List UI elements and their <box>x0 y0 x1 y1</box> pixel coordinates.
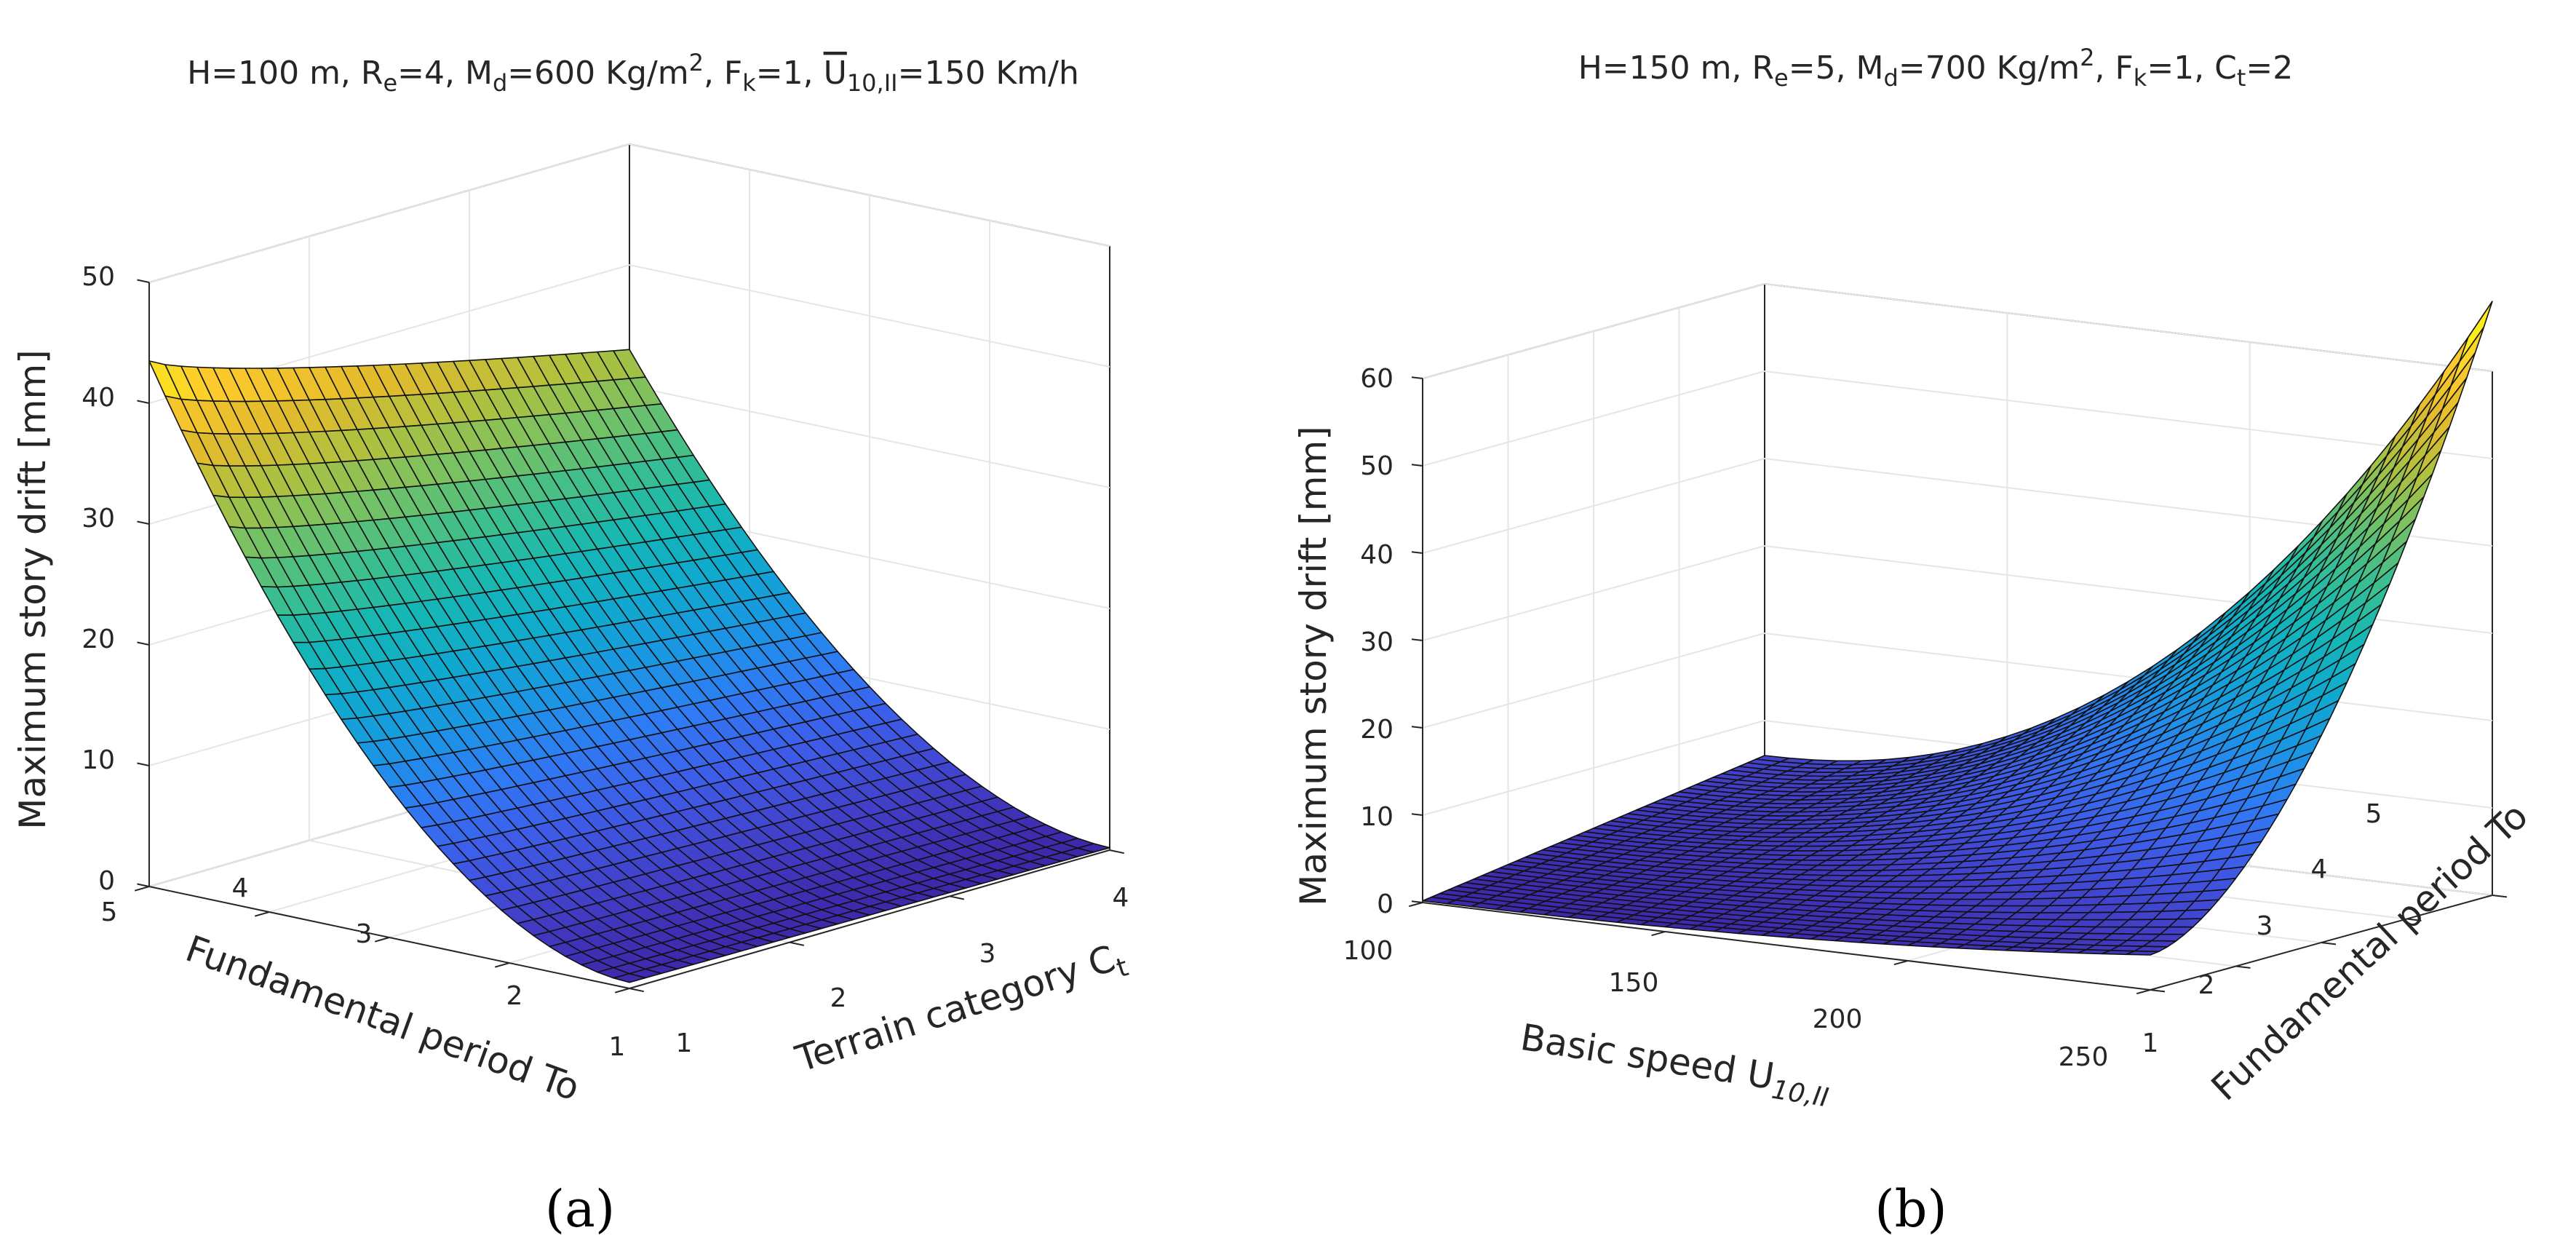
chart-a-z-label: Maximum story drift [mm] <box>12 349 54 829</box>
panel-label-b: (b) <box>1875 1179 1947 1239</box>
chart-a-tick-mark <box>949 895 965 900</box>
chart-a-tick-mark <box>137 762 150 766</box>
chart-a-tick-mark <box>614 988 630 994</box>
chart-a-tick-mark <box>137 641 150 646</box>
chart-a-z-tick: 30 <box>82 504 115 534</box>
chart-a-ticks <box>134 279 1125 994</box>
chart-b-surface-patch <box>1755 755 1790 763</box>
chart-a-z-tick: 40 <box>82 383 115 413</box>
chart-b-y-tick: 3 <box>2257 911 2273 941</box>
chart-a-axis-line <box>629 849 1110 989</box>
chart-b-z-tick: 30 <box>1360 627 1394 657</box>
chart-a-y-tick: 3 <box>979 939 996 969</box>
chart-b-axis-line <box>1422 902 2151 991</box>
chart-a-tick-mark <box>134 886 150 892</box>
chart-b-tick-mark <box>1893 960 1908 966</box>
chart-b-tick-mark <box>2235 965 2251 969</box>
chart-b-tick-mark <box>2150 989 2166 993</box>
chart-b-z-tick: 0 <box>1377 889 1394 919</box>
chart-b-tick-mark <box>1411 726 1423 729</box>
chart-a-x-tick: 4 <box>232 873 249 903</box>
chart-b-x-tick: 250 <box>2059 1042 2109 1072</box>
chart-b-surface-patch <box>2459 301 2493 362</box>
chart-a-tick-mark <box>494 962 510 968</box>
chart-a-z-tick: 10 <box>82 745 115 775</box>
chart-b-z-tick: 40 <box>1360 540 1394 570</box>
chart-a-x-tick: 2 <box>506 981 523 1011</box>
chart-a-tick-mark <box>137 520 150 525</box>
chart-b: H=150 m, Re=5, Md=700 Kg/m2, Fk=1, Ct=2 … <box>1292 44 2536 1239</box>
chart-b-tick-mark <box>1408 902 1423 908</box>
chart-b-tick-mark <box>1411 813 1423 816</box>
chart-a-x-tick: 1 <box>609 1032 626 1062</box>
chart-a-z-tick: 20 <box>82 624 115 654</box>
chart-b-tick-mark <box>2321 942 2337 945</box>
chart-a-gridline <box>148 143 630 283</box>
chart-a-title: H=100 m, Re=4, Md=600 Kg/m2, Fk=1, U10,I… <box>187 49 1079 97</box>
chart-b-z-tick: 20 <box>1360 715 1394 745</box>
chart-b-tick-mark <box>1411 376 1423 379</box>
chart-a-tick-mark <box>629 988 645 993</box>
chart-b-tick-mark <box>1411 900 1423 903</box>
chart-b-z-tick: 10 <box>1360 802 1394 832</box>
chart-a-surface-patch <box>613 349 646 379</box>
chart-a-y-tick: 4 <box>1113 883 1129 913</box>
chart-b-y-tick: 1 <box>2142 1028 2159 1058</box>
chart-b-gridline <box>1764 633 2493 721</box>
chart-a-x-tick: 5 <box>101 897 118 927</box>
chart-a-z-tick: 0 <box>98 866 115 896</box>
chart-b-y-tick: 2 <box>2198 970 2215 1000</box>
chart-a-y-tick: 1 <box>676 1028 693 1058</box>
panel-label-a: (a) <box>545 1179 615 1239</box>
chart-b-x-tick: 200 <box>1813 1004 1863 1034</box>
chart-a-tick-mark <box>374 937 390 943</box>
chart-a-x-tick: 3 <box>356 919 373 949</box>
chart-b-tick-mark <box>1411 551 1423 554</box>
chart-a-x-label: Fundamental period To <box>180 927 585 1109</box>
chart-a-tick-mark <box>789 941 805 946</box>
chart-b-tick-mark <box>1411 464 1423 467</box>
chart-b-y-tick: 5 <box>2366 799 2382 829</box>
chart-a-y-tick: 2 <box>830 983 847 1013</box>
chart-a-z-tick: 50 <box>82 262 115 292</box>
chart-b-tick-mark <box>2492 895 2508 898</box>
chart-b-z-tick: 50 <box>1360 451 1394 481</box>
chart-b-surface <box>1422 301 2493 956</box>
chart-a: H=100 m, Re=4, Md=600 Kg/m2, Fk=1, U10,I… <box>12 49 1132 1239</box>
chart-b-ticks <box>1408 376 2508 995</box>
chart-a-surface <box>148 349 1110 983</box>
chart-b-x-label: Basic speed U10,II <box>1516 1016 1833 1113</box>
chart-b-tick-mark <box>2136 989 2151 995</box>
chart-a-tick-mark <box>137 883 150 887</box>
chart-a-tick-mark <box>254 911 270 917</box>
chart-b-gridline <box>1764 283 2493 372</box>
chart-b-x-tick: 150 <box>1609 968 1659 998</box>
chart-a-tick-mark <box>137 400 150 404</box>
chart-b-y-tick: 4 <box>2311 854 2328 884</box>
chart-a-tick-mark <box>137 279 150 283</box>
chart-b-z-label: Maximum story drift [mm] <box>1292 426 1335 905</box>
chart-b-gridline <box>1764 370 2493 459</box>
chart-b-title: H=150 m, Re=5, Md=700 Kg/m2, Fk=1, Ct=2 <box>1578 44 2294 92</box>
chart-b-tick-mark <box>2406 918 2422 921</box>
chart-a-tick-mark <box>1109 849 1125 854</box>
chart-b-tick-mark <box>1651 931 1666 937</box>
chart-b-x-tick: 100 <box>1343 936 1394 966</box>
chart-b-z-tick: 60 <box>1360 364 1394 394</box>
chart-b-tick-mark <box>1411 638 1423 641</box>
